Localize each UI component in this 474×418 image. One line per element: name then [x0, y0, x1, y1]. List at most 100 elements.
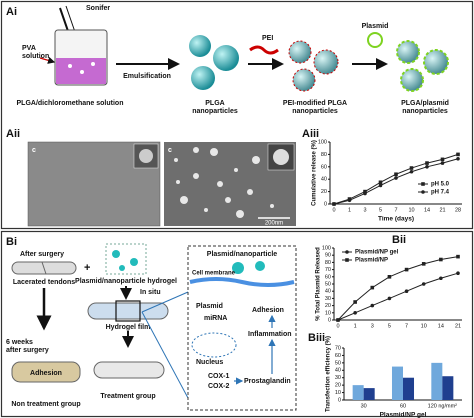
plasmid-nanoparticles — [396, 40, 449, 92]
marker — [456, 156, 460, 161]
label: PLGA nanoparticles — [192, 100, 238, 115]
tem-particle — [180, 196, 188, 204]
y-tick-label: 50 — [325, 281, 331, 287]
label: Plasmid — [196, 303, 223, 310]
sem-inset-particle — [139, 149, 153, 163]
legend-marker — [421, 190, 425, 194]
adhesion-tendon — [11, 361, 81, 383]
y-tick-label: 20 — [335, 383, 341, 389]
tem-particle — [247, 189, 253, 195]
label: Treatment group — [100, 393, 155, 400]
y-tick-label: 0 — [324, 201, 327, 207]
label: 6 weeks after surgery — [6, 339, 49, 354]
y-axis-label: % Total Plasmid Released — [316, 247, 322, 321]
y-tick-label: 100 — [322, 245, 331, 251]
panel-label: Bii — [392, 234, 406, 246]
legend-label: pH 5.0 — [431, 182, 450, 188]
panel-label: Aiii — [302, 128, 319, 140]
panel-label: Ai — [6, 6, 17, 18]
tem-particle — [174, 158, 178, 162]
x-tick-label: 0 — [332, 207, 335, 213]
tem-particle — [234, 168, 238, 172]
series-line — [337, 272, 459, 321]
label: Hydrogel film — [106, 324, 151, 331]
hydrogel-film — [87, 300, 169, 322]
x-tick-label: 3 — [371, 323, 374, 329]
x-tick-label: 5 — [388, 323, 391, 329]
plasmid-icon — [367, 32, 383, 48]
nucleus — [191, 332, 237, 358]
tem-particle — [236, 210, 244, 218]
image-letter: c — [168, 147, 172, 154]
nanoparticles — [189, 35, 239, 90]
tem-particle — [193, 147, 199, 153]
x-tick-label: 10 — [408, 207, 414, 213]
label: Prostaglandin — [244, 378, 291, 385]
legend-label: Plasmid/NP gel — [355, 250, 399, 256]
x-tick-label: 30 — [361, 403, 367, 409]
marker — [440, 157, 445, 162]
marker — [394, 172, 398, 177]
label: Nucleus — [196, 359, 223, 366]
label: miRNA — [204, 315, 227, 322]
hydrogel — [105, 243, 147, 275]
label: After surgery — [20, 251, 64, 258]
y-tick-label: 60 — [335, 353, 341, 359]
marker — [378, 180, 383, 185]
treated-tendon — [93, 361, 165, 379]
bar — [363, 388, 375, 400]
tem-particle — [210, 148, 218, 156]
marker — [421, 262, 426, 266]
marker — [409, 169, 414, 174]
plus: + — [84, 262, 90, 274]
bar — [352, 385, 364, 400]
marker — [440, 161, 445, 165]
label: Plasmid/nanoparticle hydrogel — [75, 278, 177, 285]
marker — [387, 296, 392, 301]
label: Non treatment group — [11, 401, 80, 408]
sem-image-frame — [27, 141, 161, 227]
tendon — [11, 261, 77, 275]
label: Inflammation — [248, 331, 292, 338]
scale-label: 200nm — [265, 221, 283, 227]
y-tick-label: 20 — [325, 303, 331, 309]
marker — [456, 254, 460, 259]
marker — [363, 191, 367, 196]
legend-marker — [345, 250, 349, 254]
label: Lacerated tendons — [13, 279, 75, 286]
x-tick-label: 0 — [336, 323, 339, 329]
y-axis-label: Transfection efficiency (%) — [326, 336, 332, 412]
label: Cell membrane — [192, 271, 236, 277]
tem-inset-particle — [273, 149, 289, 165]
marker — [421, 282, 426, 286]
zoom-line — [141, 291, 189, 313]
x-tick-label: 14 — [438, 323, 444, 329]
marker — [370, 303, 375, 308]
y-tick-label: 70 — [335, 345, 341, 351]
label: PEI-modified PLGA nanoparticles — [283, 100, 347, 115]
marker — [332, 202, 336, 206]
y-tick-label: 30 — [335, 375, 341, 381]
y-tick-label: 30 — [325, 296, 331, 302]
marker — [353, 311, 357, 315]
label: Plasmid/nanoparticle — [207, 251, 278, 258]
x-tick-label: 1 — [348, 207, 351, 213]
y-tick-label: 90 — [325, 253, 331, 259]
x-tick-label: 21 — [439, 207, 445, 213]
marker — [336, 318, 340, 322]
y-tick-label: 70 — [325, 267, 331, 273]
bar — [391, 366, 403, 400]
legend-marker — [421, 182, 425, 186]
label: Adhesion — [30, 370, 62, 377]
marker — [409, 166, 414, 170]
pei-nanoparticles — [288, 40, 339, 92]
pei-icon — [249, 45, 279, 55]
y-tick-label: 100 — [318, 139, 327, 145]
y-tick-label: 80 — [325, 260, 331, 266]
image-letter: c — [32, 147, 36, 154]
marker — [363, 189, 367, 194]
panel-label: Aii — [6, 128, 20, 140]
x-tick-label: 3 — [363, 207, 366, 213]
y-tick-label: 0 — [328, 317, 331, 323]
